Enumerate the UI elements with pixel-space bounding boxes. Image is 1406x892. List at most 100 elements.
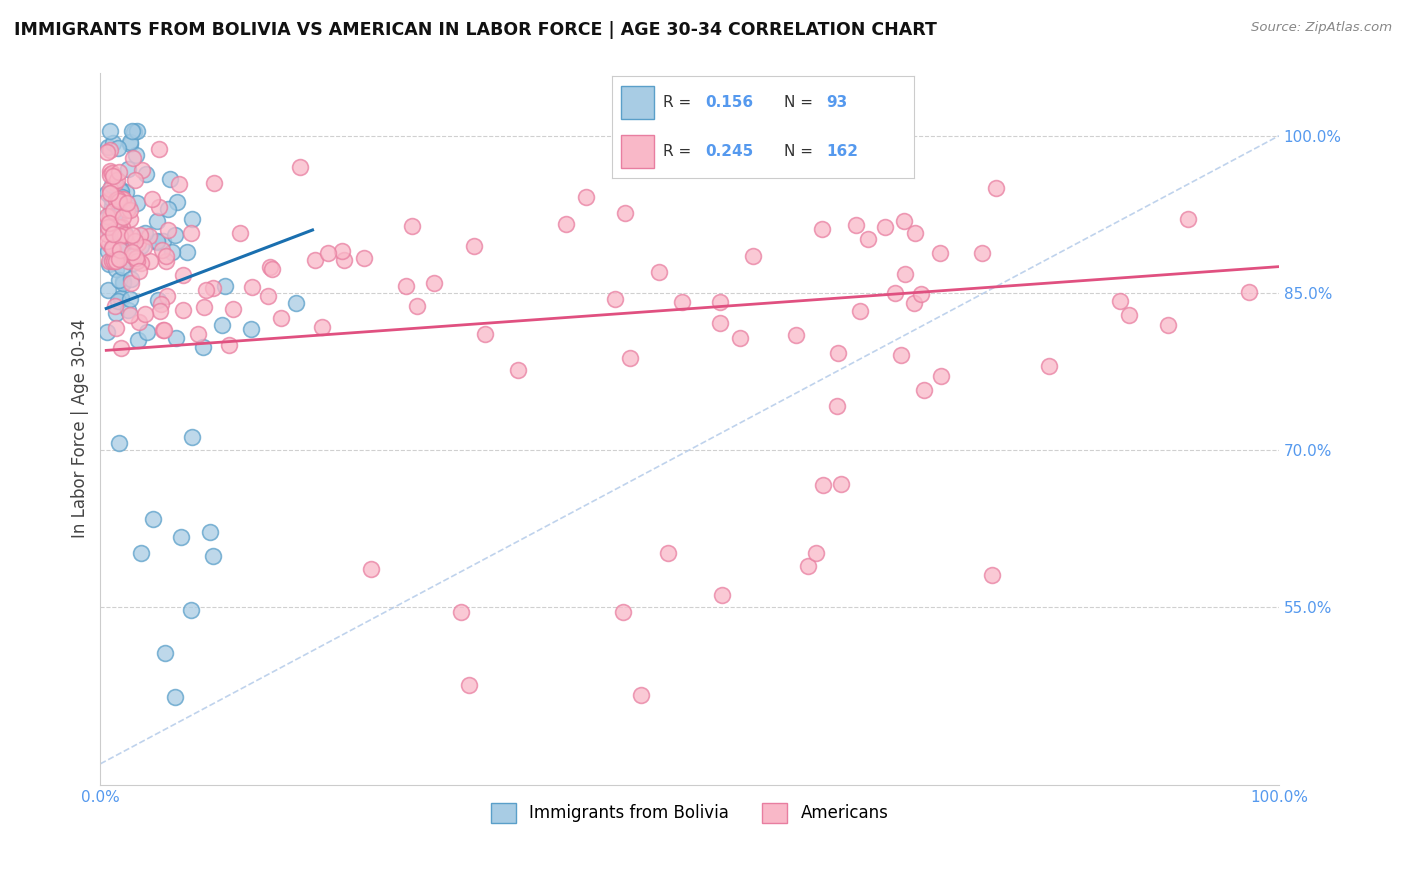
Point [129, 239, 152, 253]
Point [100, 124, 122, 138]
Point [506, 362, 529, 376]
Point [101, 250, 124, 264]
Point [110, 184, 132, 198]
Point [127, 254, 149, 268]
Point [259, 260, 281, 275]
Point [118, 292, 141, 306]
Point [145, 214, 167, 228]
Point [848, 303, 870, 318]
Point [149, 297, 172, 311]
Point [630, 688, 652, 702]
Point [141, 192, 163, 206]
Point [135, 325, 157, 339]
Point [108, 194, 131, 208]
Point [107, 141, 129, 155]
Point [613, 206, 636, 220]
FancyBboxPatch shape [620, 136, 654, 168]
Point [825, 399, 848, 413]
Point [105, 217, 128, 231]
Point [120, 136, 142, 151]
Legend: Immigrants from Bolivia, Americans: Immigrants from Bolivia, Americans [484, 797, 896, 830]
Point [111, 260, 134, 275]
Point [671, 294, 693, 309]
Text: Source: ZipAtlas.com: Source: ZipAtlas.com [1251, 21, 1392, 34]
Point [127, 235, 149, 250]
Point [110, 243, 132, 257]
Point [139, 254, 162, 268]
Point [108, 220, 131, 235]
Point [709, 295, 731, 310]
Point [131, 163, 153, 178]
Point [96, 194, 118, 208]
Point [165, 330, 187, 344]
FancyBboxPatch shape [620, 87, 654, 119]
Point [170, 530, 193, 544]
Point [98, 257, 121, 271]
Point [1118, 308, 1140, 322]
Point [155, 249, 177, 263]
Point [103, 254, 125, 268]
Point [108, 180, 131, 194]
Text: N =: N = [785, 145, 818, 160]
Point [110, 341, 132, 355]
Text: 93: 93 [827, 95, 848, 110]
Point [114, 186, 136, 200]
Point [904, 227, 927, 241]
Point [128, 264, 150, 278]
Point [612, 605, 634, 619]
Point [555, 217, 578, 231]
Point [101, 199, 124, 213]
Point [138, 229, 160, 244]
Point [103, 136, 125, 151]
Point [201, 281, 224, 295]
Point [187, 327, 209, 342]
Point [107, 239, 129, 253]
Point [108, 207, 131, 221]
Point [98, 211, 121, 225]
Point [98, 254, 121, 268]
Point [104, 298, 127, 312]
Point [101, 178, 124, 192]
Point [128, 315, 150, 329]
Point [96, 209, 118, 223]
Point [353, 251, 375, 265]
Point [167, 177, 190, 191]
Point [162, 245, 184, 260]
Point [118, 212, 141, 227]
Point [107, 293, 129, 308]
Point [239, 322, 262, 336]
Point [401, 219, 423, 234]
Point [101, 253, 124, 268]
Point [181, 211, 204, 226]
Point [146, 234, 169, 248]
Point [450, 605, 472, 619]
Point [122, 125, 145, 139]
Point [112, 211, 135, 225]
Point [165, 227, 187, 242]
Point [108, 165, 131, 179]
Point [797, 559, 820, 574]
Text: R =: R = [664, 145, 696, 160]
Point [856, 232, 879, 246]
Point [457, 678, 479, 692]
Point [121, 227, 143, 242]
Point [125, 251, 148, 265]
Point [811, 477, 834, 491]
Point [117, 302, 139, 317]
Point [96, 227, 118, 241]
Point [903, 296, 925, 310]
Point [575, 190, 598, 204]
Point [101, 166, 124, 180]
Point [101, 169, 124, 183]
Point [262, 261, 284, 276]
Point [463, 239, 485, 253]
Point [104, 261, 127, 276]
Point [149, 303, 172, 318]
Point [101, 243, 124, 257]
Point [360, 561, 382, 575]
Point [124, 173, 146, 187]
Point [742, 248, 765, 262]
Point [110, 292, 132, 306]
Point [1038, 359, 1060, 373]
Point [97, 244, 120, 259]
